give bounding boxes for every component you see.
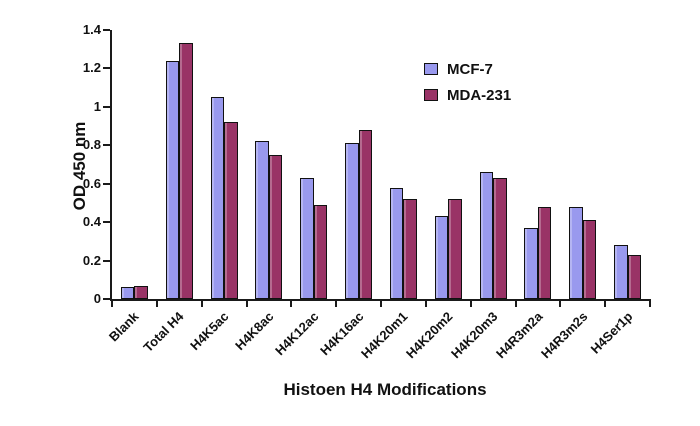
bar-mda-231-h4k20m1	[403, 199, 417, 299]
x-tick	[514, 301, 517, 307]
legend-label-mcf7: MCF-7	[447, 60, 493, 78]
bar-mcf-7-total-h4	[165, 60, 180, 299]
x-tick	[245, 301, 248, 307]
category-label: H4Ser1p	[587, 308, 636, 357]
x-tick	[559, 301, 562, 307]
category-label: H4K20m3	[448, 308, 501, 362]
x-tick	[111, 301, 113, 307]
y-axis-line	[110, 30, 112, 301]
y-tick-label: 0.6	[82, 175, 101, 191]
y-tick-label: 0.4	[82, 214, 101, 230]
x-tick	[604, 301, 607, 307]
legend-marker-mcf7-icon	[424, 63, 438, 75]
y-tick	[103, 259, 110, 262]
legend: MCF-7 MDA-231	[424, 60, 511, 112]
bar-mda-231-h4k20m2	[448, 199, 462, 299]
bar-mda-231-h4r3m2a	[537, 206, 552, 299]
x-tick	[335, 301, 338, 307]
x-tick	[155, 301, 158, 307]
bar-mcf-7-h4k16ac	[345, 143, 359, 299]
bar-mda-231-total-h4	[179, 43, 193, 299]
category-label: H4K20m2	[403, 308, 456, 362]
bar-mda-231-h4k5ac	[224, 122, 238, 299]
y-axis-title: OD 450 nm	[70, 121, 89, 211]
x-tick	[290, 301, 293, 307]
bar-mda-231-h4k20m3	[493, 177, 507, 299]
bar-mcf-7-h4r3m2a	[524, 227, 538, 299]
bar-mcf-7-h4k12ac	[300, 177, 314, 299]
bar-mcf-7-h4k20m1	[389, 187, 404, 299]
bar-mcf-7-h4r3m2s	[569, 206, 583, 299]
legend-label-mda231: MDA-231	[447, 86, 512, 104]
category-label: H4R3m2a	[492, 308, 546, 362]
legend-item-mda231: MDA-231	[424, 86, 511, 104]
y-tick	[103, 298, 110, 300]
bar-mda-231-h4k16ac	[358, 129, 373, 299]
legend-item-mcf7: MCF-7	[424, 60, 511, 78]
category-label: H4K12ac	[271, 308, 322, 359]
y-tick	[103, 144, 110, 147]
bar-mcf-7-h4k20m2	[434, 216, 449, 299]
y-tick-label: 0.8	[82, 137, 101, 153]
bar-mcf-7-h4k20m3	[479, 172, 494, 299]
x-axis-title: Histoen H4 Modifications	[283, 380, 487, 399]
y-tick	[103, 221, 110, 224]
plot-area: 0 0.2 0.4 0.6 0.8 1 1.2 1.4 Blank Total H4 H4K5ac H…	[83, 23, 651, 361]
category-label: Blank	[106, 308, 142, 345]
bar-mcf-7-h4ser1p	[614, 245, 628, 299]
x-tick	[649, 301, 651, 307]
category-label: Total H4	[140, 308, 187, 355]
bar-mcf-7-blank	[120, 287, 135, 299]
y-tick	[103, 67, 110, 70]
y-tick-label: 1.4	[82, 22, 101, 37]
y-tick	[103, 105, 110, 108]
x-tick	[469, 301, 472, 307]
bar-mda-231-h4r3m2s	[582, 220, 597, 299]
y-tick	[103, 182, 110, 185]
y-tick	[103, 29, 110, 31]
x-tick	[200, 301, 203, 307]
x-tick	[380, 301, 382, 307]
y-tick-label: 0	[93, 291, 101, 306]
category-label: H4K20m1	[358, 308, 411, 362]
category-label: H4K8ac	[232, 308, 277, 354]
bar-mda-231-h4k8ac	[268, 154, 283, 299]
x-axis-line	[110, 299, 651, 301]
bar-mcf-7-h4k8ac	[255, 141, 269, 299]
y-tick-label: 0.2	[82, 252, 101, 268]
bar-mda-231-blank	[134, 285, 148, 299]
category-label: H4K5ac	[187, 308, 232, 354]
y-tick-label: 1	[93, 98, 101, 114]
bar-mcf-7-h4k5ac	[210, 97, 225, 299]
bar-mda-231-h4ser1p	[627, 254, 642, 299]
y-tick-label: 1.2	[82, 60, 101, 76]
bar-mda-231-h4k12ac	[313, 204, 328, 299]
x-tick	[424, 301, 427, 307]
category-label: H4R3m2s	[537, 308, 591, 362]
legend-marker-mda231-icon	[424, 89, 438, 101]
